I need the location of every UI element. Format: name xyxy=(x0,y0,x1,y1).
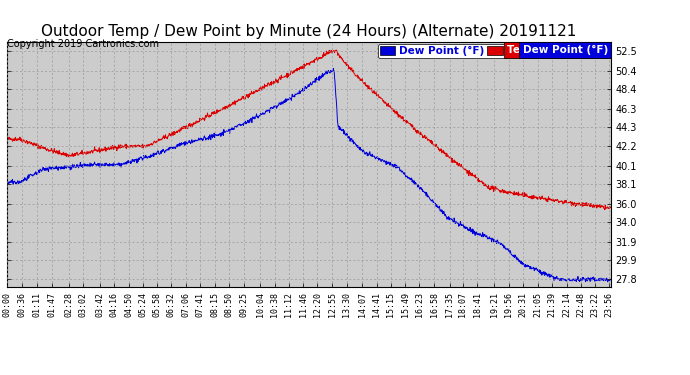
Legend: Dew Point (°F), Temperature (°F): Dew Point (°F), Temperature (°F) xyxy=(377,44,609,58)
Text: Temperature (°F): Temperature (°F) xyxy=(507,45,608,55)
Text: Copyright 2019 Cartronics.com: Copyright 2019 Cartronics.com xyxy=(7,39,159,50)
Text: Dew Point (°F): Dew Point (°F) xyxy=(522,45,608,55)
Title: Outdoor Temp / Dew Point by Minute (24 Hours) (Alternate) 20191121: Outdoor Temp / Dew Point by Minute (24 H… xyxy=(41,24,576,39)
Text: Dew Point (°F): Dew Point (°F) xyxy=(522,45,608,55)
